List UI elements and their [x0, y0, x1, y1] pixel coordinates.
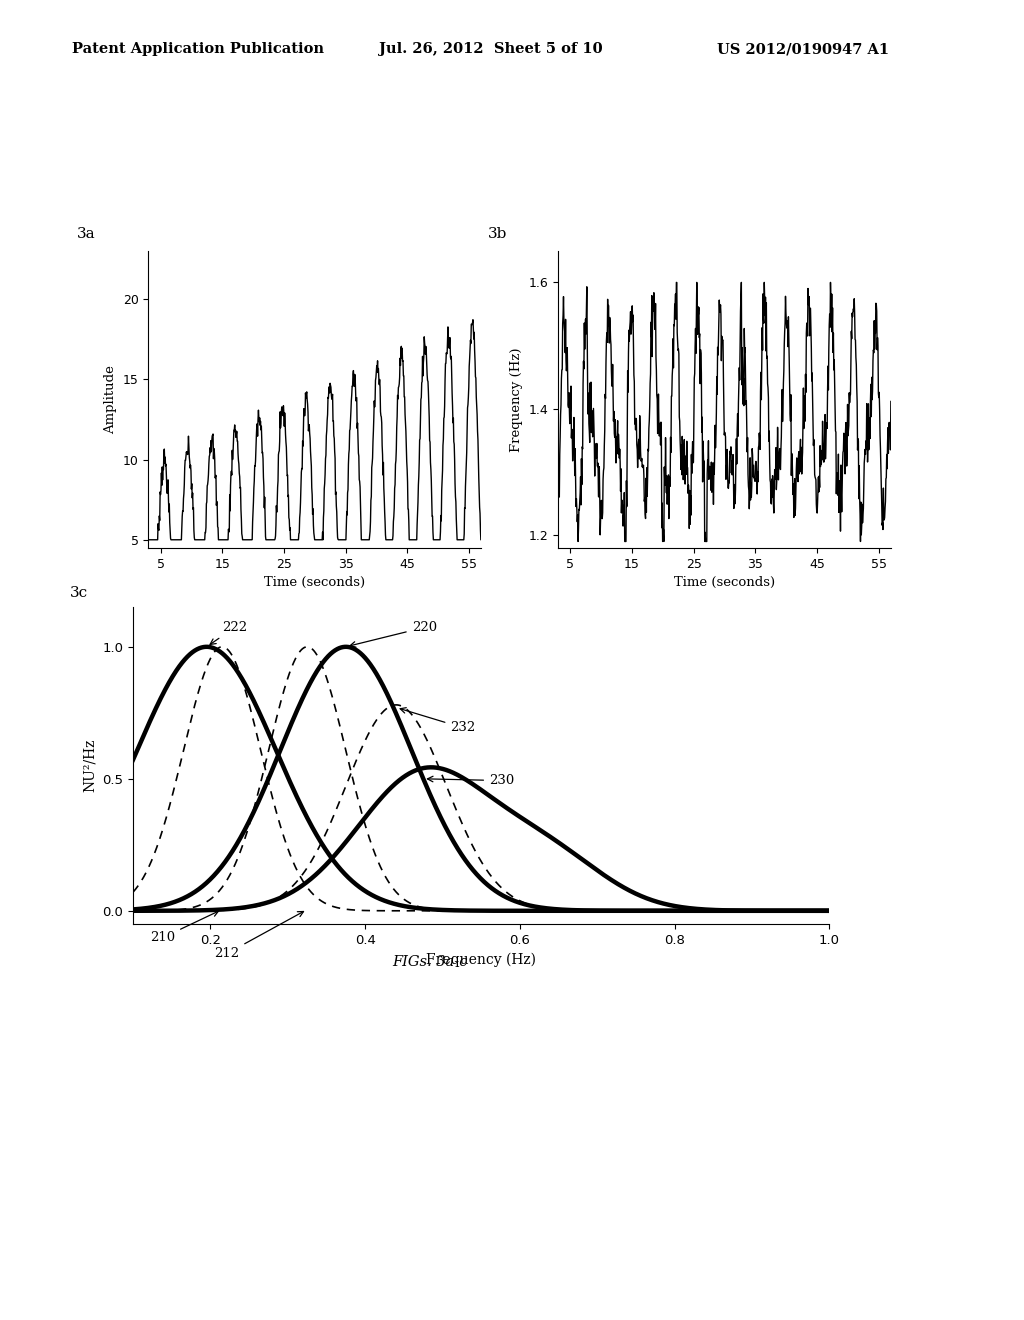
- Text: 3c: 3c: [70, 586, 88, 599]
- Y-axis label: NU²/Hz: NU²/Hz: [83, 739, 97, 792]
- Text: Patent Application Publication: Patent Application Publication: [72, 42, 324, 57]
- Text: 3a: 3a: [77, 227, 95, 240]
- Text: 220: 220: [350, 620, 437, 647]
- Y-axis label: Amplitude: Amplitude: [104, 364, 118, 434]
- Text: US 2012/0190947 A1: US 2012/0190947 A1: [717, 42, 889, 57]
- Text: 222: 222: [210, 620, 247, 644]
- Text: 212: 212: [214, 912, 303, 960]
- Text: 3b: 3b: [487, 227, 507, 240]
- X-axis label: Time (seconds): Time (seconds): [674, 576, 775, 589]
- Y-axis label: Frequency (Hz): Frequency (Hz): [510, 347, 523, 451]
- X-axis label: Time (seconds): Time (seconds): [264, 576, 366, 589]
- Text: Jul. 26, 2012  Sheet 5 of 10: Jul. 26, 2012 Sheet 5 of 10: [379, 42, 602, 57]
- Text: 232: 232: [400, 708, 475, 734]
- X-axis label: Frequency (Hz): Frequency (Hz): [426, 952, 537, 966]
- Text: 230: 230: [427, 774, 514, 787]
- Text: FIGs. 3a-c: FIGs. 3a-c: [392, 956, 468, 969]
- Text: 210: 210: [151, 911, 218, 944]
